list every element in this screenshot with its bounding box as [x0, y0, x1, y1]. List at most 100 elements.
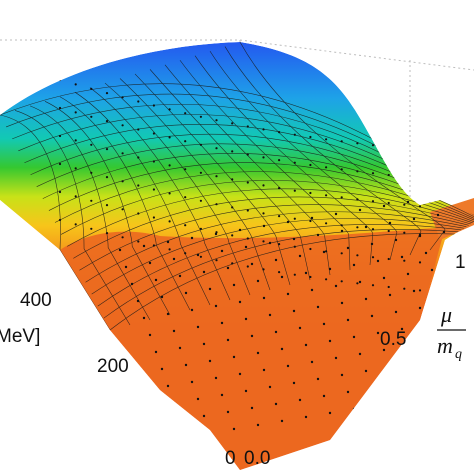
mesh-dot: [148, 261, 152, 265]
mesh-dot: [215, 259, 218, 262]
mesh-dot: [418, 261, 422, 264]
mesh-dot: [137, 100, 140, 103]
mesh-dot: [90, 143, 93, 146]
mesh-dot: [352, 263, 356, 267]
mesh-dot: [220, 321, 224, 325]
mesh-dot: [190, 308, 194, 312]
mesh-dot: [340, 224, 343, 227]
axis-titles: MeV] μ m q: [0, 302, 466, 362]
mesh-dot: [418, 234, 422, 238]
mesh-dot: [220, 393, 224, 397]
mesh-dot: [231, 122, 234, 125]
mesh-dot: [184, 196, 187, 199]
mesh-dot: [286, 292, 290, 296]
mesh-dot: [58, 78, 62, 82]
mesh-dot: [388, 293, 392, 297]
mesh-dot: [403, 259, 406, 262]
mesh-dot: [74, 167, 77, 170]
x-tick-0-5: 0.5: [380, 329, 406, 350]
tick-labels: 400 200 0 0.0 0.5 1: [20, 252, 466, 469]
mesh-dot: [152, 132, 155, 135]
mesh-dot: [412, 289, 416, 293]
mesh-dot: [309, 275, 312, 279]
mesh-dot: [418, 233, 422, 236]
mesh-dot: [152, 188, 155, 191]
mesh-dot: [412, 217, 416, 221]
mesh-dot: [232, 283, 236, 287]
mesh-dot: [130, 282, 134, 286]
mesh-dot: [278, 159, 281, 162]
mesh-dot: [280, 347, 284, 351]
mesh-dot: [387, 257, 390, 261]
mesh-dot: [250, 406, 254, 410]
mesh-dot: [430, 196, 434, 200]
mesh-dot: [121, 180, 124, 183]
mesh-dot: [274, 402, 278, 406]
mesh-dot: [250, 334, 254, 338]
mesh-dot: [274, 330, 278, 334]
mesh-dot: [403, 175, 406, 178]
mesh-dot: [172, 401, 176, 405]
mesh-dot: [58, 162, 62, 166]
mesh-dot: [121, 124, 124, 127]
mesh-dot: [316, 305, 320, 309]
mesh-dot: [184, 140, 187, 143]
mesh-dot: [328, 267, 332, 271]
mesh-dot: [199, 255, 202, 258]
mesh-dot: [406, 200, 410, 204]
x-tick-0-0: 0.0: [244, 448, 270, 469]
mesh-dot: [137, 212, 140, 215]
x-axis-title-denominator: m: [437, 333, 453, 358]
mesh-dot: [298, 254, 302, 258]
mesh-dot: [74, 83, 77, 86]
mesh-dot: [356, 254, 359, 257]
mesh-dot: [406, 272, 410, 276]
mesh-dot: [262, 128, 265, 131]
mesh-dot: [403, 147, 406, 150]
mesh-dot: [442, 374, 446, 378]
mesh-dot: [309, 247, 312, 251]
mesh-dot: [322, 394, 326, 398]
mesh-dot: [304, 271, 308, 275]
mesh-dot: [58, 134, 62, 138]
mesh-dot: [460, 281, 464, 285]
mesh-line-t: [14, 110, 131, 326]
mesh-dot: [90, 227, 93, 230]
mesh-dot: [352, 407, 356, 411]
mesh-line-t: [59, 96, 191, 311]
mesh-dot: [278, 131, 281, 134]
mesh-dot: [226, 338, 230, 342]
mesh-dot: [280, 275, 284, 279]
mesh-dot: [184, 291, 188, 295]
mesh-dot: [356, 226, 359, 229]
mesh-dot: [293, 273, 296, 276]
mesh-dot: [400, 399, 404, 403]
mesh-dot: [154, 350, 158, 354]
mesh-dot: [358, 280, 362, 284]
mesh-dot: [220, 249, 224, 253]
mesh-dot: [466, 370, 470, 374]
mesh-dot: [262, 240, 265, 243]
mesh-dot: [376, 259, 380, 263]
mesh-dot: [184, 363, 188, 367]
mesh-dot: [387, 229, 390, 233]
mesh-dot: [370, 386, 374, 390]
mesh-dot: [244, 317, 248, 321]
mesh-dot: [274, 258, 278, 262]
mesh-dot: [418, 306, 422, 310]
mesh-dot: [382, 276, 386, 280]
mesh-dot: [371, 172, 375, 175]
mesh-dot: [244, 389, 248, 393]
mesh-dot: [105, 92, 109, 95]
mesh-dot: [199, 143, 202, 146]
mesh-dot: [292, 381, 296, 385]
mesh-dot: [215, 147, 218, 150]
mesh-dot: [168, 248, 171, 251]
mesh-line-t: [134, 73, 291, 286]
mesh-dot: [232, 355, 236, 359]
mesh-dot: [121, 236, 124, 239]
mesh-dot: [436, 213, 440, 217]
mesh-dot: [430, 268, 434, 272]
mesh-dot: [382, 348, 386, 352]
mesh-dot: [256, 279, 260, 283]
